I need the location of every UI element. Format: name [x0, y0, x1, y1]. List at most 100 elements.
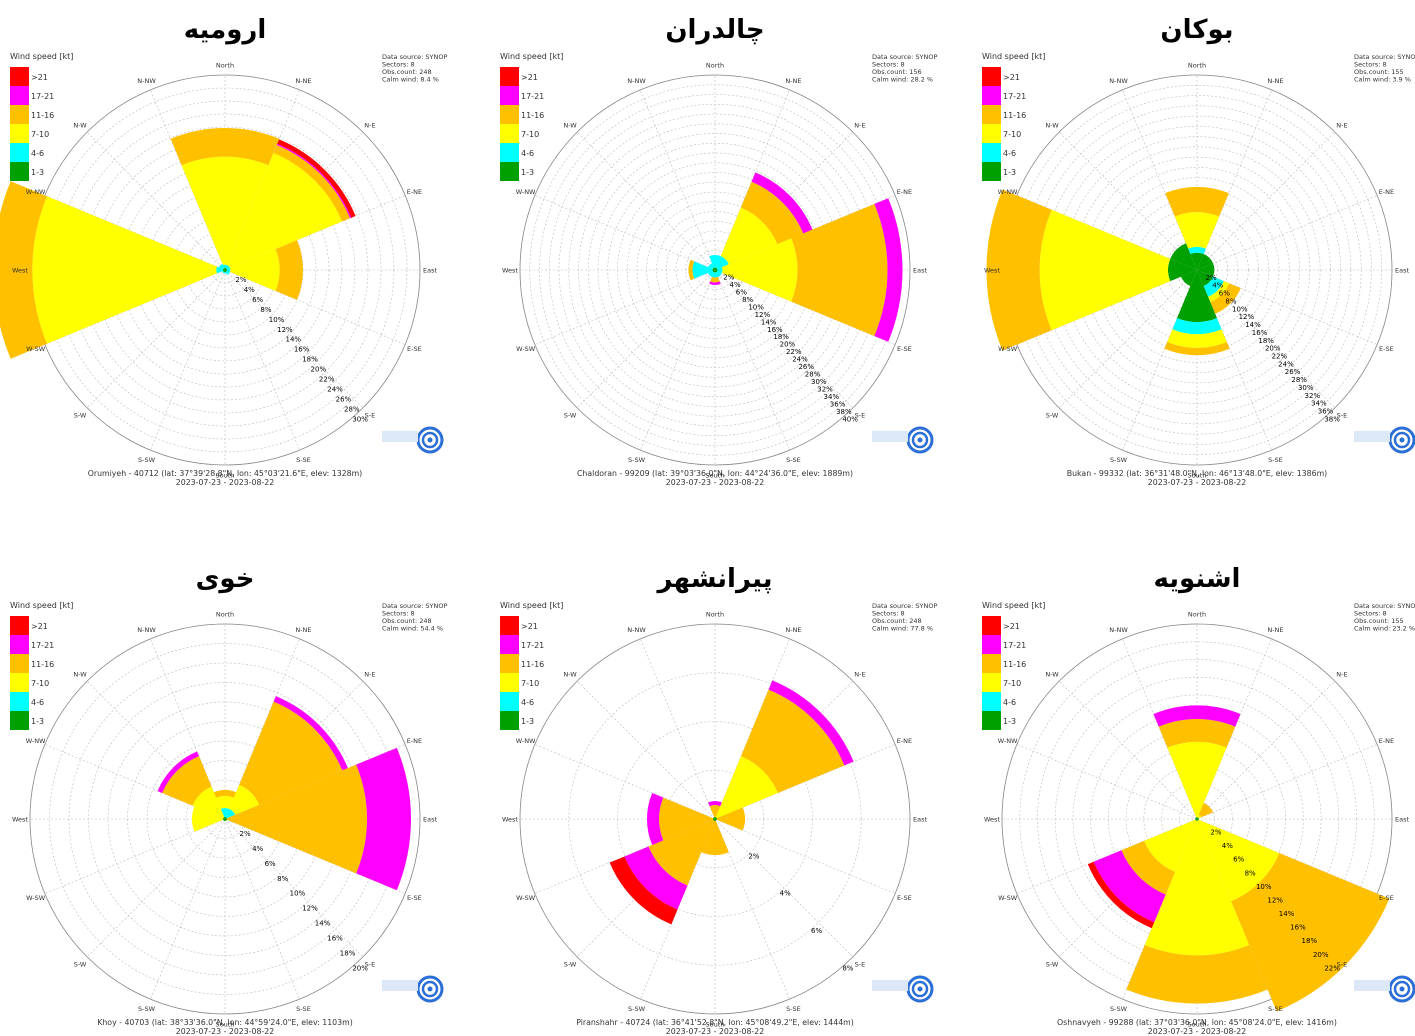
direction-label: W-NW [26, 737, 46, 745]
tick-label: 18% [1302, 937, 1318, 945]
direction-label: E-NE [1379, 188, 1394, 196]
legend-title: Wind speed [kt] [500, 52, 563, 61]
tick-label: 28% [344, 405, 360, 413]
direction-label: W-NW [516, 737, 536, 745]
wedge-n-w [1195, 817, 1197, 819]
direction-label: S-SE [786, 1005, 801, 1013]
wedge-n-e [273, 696, 348, 771]
grid-spoke [1016, 818, 1198, 894]
grid-spoke [224, 269, 300, 451]
direction-label: N-NE [785, 626, 801, 634]
grid-spoke [1058, 131, 1198, 271]
info-line: Calm wind: 54.4 % [382, 625, 443, 633]
legend-swatch [982, 162, 1001, 181]
legend-label: 11-16 [521, 111, 544, 120]
tick-label: 10% [1232, 305, 1248, 313]
grid-spoke [576, 680, 716, 820]
legend-swatch [500, 162, 519, 181]
wedge-n-w [192, 786, 225, 819]
info-line: Data source: SYNOP [872, 53, 938, 61]
wedge-n-w [223, 268, 225, 270]
direction-label: N-W [73, 671, 87, 679]
direction-label: East [1395, 267, 1409, 275]
wedge-s-w [1121, 840, 1176, 895]
direction-label: S-E [365, 411, 376, 419]
direction-label: W-NW [998, 188, 1018, 196]
legend-swatch [500, 616, 519, 635]
direction-label: S-SW [138, 456, 156, 464]
direction-label: N-NE [785, 77, 801, 85]
wedge-north [1158, 718, 1236, 748]
direction-label: E-SE [407, 345, 422, 353]
legend-swatch [10, 692, 29, 711]
logo-dot [1399, 986, 1405, 992]
direction-label: North [216, 611, 234, 619]
wedge-east [721, 238, 798, 302]
legend-swatch [500, 635, 519, 654]
wedge-east [791, 203, 888, 337]
wedge-west [32, 196, 217, 344]
direction-label: South [216, 1021, 235, 1029]
tick-label: 20% [352, 964, 368, 972]
tick-label: 12% [1267, 896, 1283, 904]
wedge-n-e [1198, 803, 1213, 818]
info-line: Sectors: 8 [1354, 610, 1387, 618]
tick-label: 10% [290, 890, 306, 898]
direction-label: W-SW [998, 894, 1018, 902]
grid-spoke [1058, 680, 1198, 820]
info-line: Sectors: 8 [382, 610, 415, 618]
wedge-n-e [225, 265, 230, 270]
wedge-n-e [751, 172, 813, 234]
direction-label: S-SE [296, 456, 311, 464]
legend-swatch [982, 673, 1001, 692]
grid-spoke [1196, 744, 1378, 820]
direction-label: W-NW [516, 188, 536, 196]
tick-label: 4% [730, 281, 741, 289]
windrose-panel-3: بوکان Wind speed [kt] >21 17-21 11-16 7-10 4-6… [982, 15, 1415, 487]
info-line: Obs.count: 248 [382, 68, 432, 76]
direction-label: E-NE [1379, 737, 1394, 745]
legend-swatch [10, 162, 29, 181]
legend-swatch [500, 86, 519, 105]
legend-label: 7-10 [1003, 130, 1021, 139]
wedge-east [225, 818, 228, 820]
direction-label: E-SE [407, 894, 422, 902]
grid-spoke [1058, 269, 1198, 409]
wedge-west [692, 261, 713, 279]
outer-ring [1001, 623, 1393, 1015]
wedge-north [708, 800, 722, 807]
period-label: 2023-07-23 - 2023-08-22 [176, 478, 274, 487]
tick-label: 4% [780, 890, 791, 898]
grid-spoke [640, 638, 716, 820]
direction-label: S-E [855, 960, 866, 968]
wedge-east [1197, 263, 1215, 277]
direction-label: S-W [1046, 411, 1059, 419]
wedge-north [1153, 705, 1241, 727]
info-line: Calm wind: 77.8 % [872, 625, 933, 633]
tick-label: 36% [830, 400, 846, 408]
legend-swatch [982, 105, 1001, 124]
info-line: Calm wind: 3.9 % [1354, 76, 1411, 84]
direction-label: S-W [74, 411, 87, 419]
tick-label: 18% [1258, 337, 1274, 345]
direction-label: N-W [1045, 671, 1059, 679]
tick-label: 16% [1252, 329, 1268, 337]
period-label: 2023-07-23 - 2023-08-22 [666, 1027, 764, 1036]
legend-swatch [500, 67, 519, 86]
direction-label: W-SW [516, 345, 536, 353]
legend-label: 1-3 [1003, 717, 1016, 726]
logo-ring-mid [421, 980, 439, 998]
tick-label: 2% [235, 276, 246, 284]
outer-ring [519, 623, 911, 1015]
wedge-west [986, 189, 1052, 351]
wedge-south [712, 272, 718, 278]
info-line: Obs.count: 248 [382, 617, 432, 625]
direction-label: S-E [365, 960, 376, 968]
legend-swatch [10, 616, 29, 635]
legend-label: 17-21 [521, 641, 544, 650]
info-line: Data source: SYNOP [1354, 53, 1415, 61]
direction-label: N-NW [1109, 626, 1128, 634]
legend-label: 17-21 [31, 641, 54, 650]
grid-spoke [224, 818, 364, 958]
direction-label: South [1188, 472, 1207, 480]
